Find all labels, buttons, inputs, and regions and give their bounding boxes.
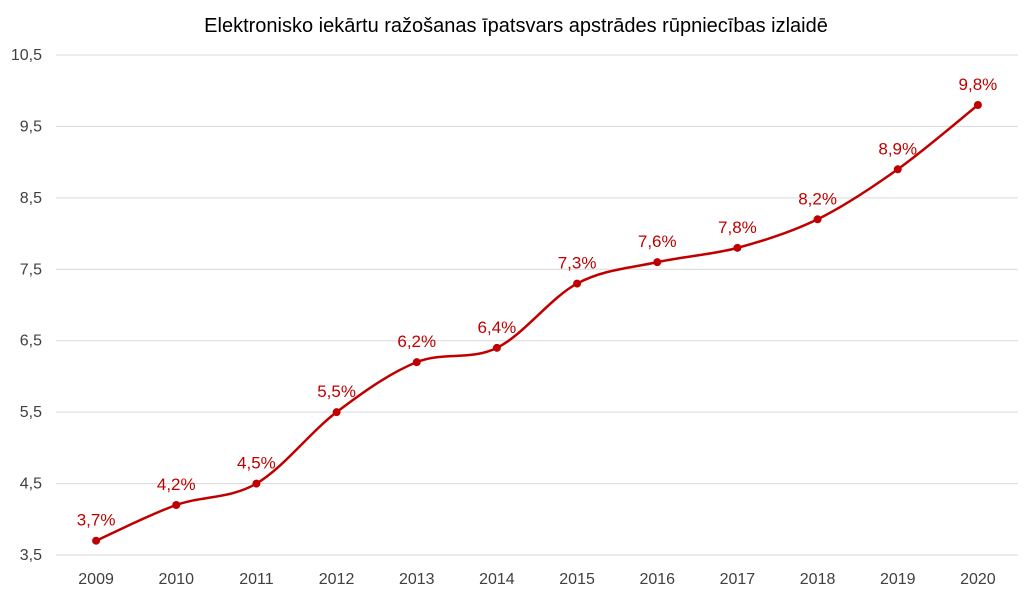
x-tick-label: 2011 xyxy=(239,571,274,588)
data-label: 6,4% xyxy=(478,318,517,337)
data-point xyxy=(893,165,902,174)
data-label: 8,9% xyxy=(878,139,917,158)
x-tick-label: 2013 xyxy=(399,571,435,588)
data-label: 9,8% xyxy=(959,75,998,94)
data-points xyxy=(92,101,982,545)
y-tick-label: 8,5 xyxy=(20,190,42,207)
x-tick-label: 2012 xyxy=(319,571,355,588)
x-tick-label: 2019 xyxy=(880,571,916,588)
data-label: 8,2% xyxy=(798,189,837,208)
data-label: 7,8% xyxy=(718,218,757,237)
x-tick-label: 2018 xyxy=(800,571,836,588)
data-point xyxy=(332,408,341,417)
data-point xyxy=(252,479,261,488)
x-tick-label: 2010 xyxy=(158,571,194,588)
gridlines xyxy=(56,54,1018,556)
x-tick-label: 2014 xyxy=(479,571,515,588)
data-point xyxy=(973,101,982,109)
data-label: 3,7% xyxy=(77,511,116,530)
y-axis-tick-labels: 3,5 4,5 5,5 6,5 7,5 8,5 9,5 10,5 xyxy=(11,47,42,564)
series-line xyxy=(95,104,979,542)
x-tick-label: 2015 xyxy=(559,571,595,588)
data-point xyxy=(733,243,742,252)
data-point xyxy=(412,358,421,367)
data-label: 5,5% xyxy=(317,382,356,401)
data-labels: 3,7% 4,2% 4,5% 5,5% 6,2% 6,4% 7,3% 7,6% 7,8% 8,2%… xyxy=(77,75,998,530)
data-label: 4,5% xyxy=(237,454,276,473)
data-label: 6,2% xyxy=(397,332,436,351)
y-tick-label: 6,5 xyxy=(20,333,42,350)
data-point xyxy=(492,343,501,352)
y-tick-label: 3,5 xyxy=(20,547,42,564)
y-tick-label: 9,5 xyxy=(20,118,42,135)
data-label: 7,3% xyxy=(558,254,597,273)
x-tick-label: 2017 xyxy=(720,571,756,588)
data-label: 7,6% xyxy=(638,232,677,251)
x-axis-tick-labels: 2009 2010 2011 2012 2013 2014 2015 2016 2017 2018… xyxy=(78,571,996,588)
series-line-group xyxy=(95,104,979,542)
y-tick-label: 4,5 xyxy=(20,476,42,493)
data-point xyxy=(573,279,582,288)
data-point xyxy=(813,215,822,224)
y-tick-label: 10,5 xyxy=(11,47,42,64)
data-point xyxy=(172,501,181,509)
data-point xyxy=(92,536,101,545)
y-tick-label: 7,5 xyxy=(20,261,42,278)
x-tick-label: 2020 xyxy=(960,571,996,588)
data-label: 4,2% xyxy=(157,475,196,494)
data-point xyxy=(653,258,662,267)
x-tick-label: 2009 xyxy=(78,571,114,588)
y-tick-label: 5,5 xyxy=(20,404,42,421)
chart-title: Elektronisko iekārtu ražošanas īpatsvars… xyxy=(204,15,828,37)
x-tick-label: 2016 xyxy=(639,571,675,588)
